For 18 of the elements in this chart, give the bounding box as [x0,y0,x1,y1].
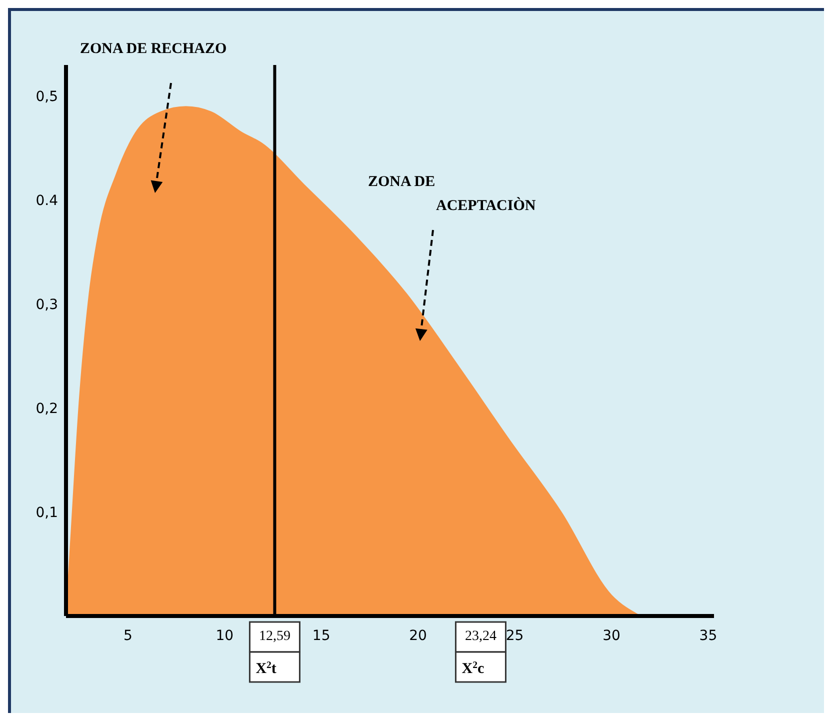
text: X$^{2}$c [462,660,484,677]
x-tick-label: 35 [699,628,718,644]
y-tick-label: 0,1 [36,505,58,522]
y-tick-label: 0.4 [36,193,58,210]
y-tick-label: 0,2 [36,401,58,418]
x-tick-label: 20 [409,628,427,644]
x-tick-label: 30 [602,628,620,644]
x-tick-label: 25 [506,628,524,644]
text: ZONA DE RECHAZO [80,41,227,57]
annotation: ZONA DE ACEPTACIÒN [368,174,536,214]
x-tick-label: 5 [123,628,132,644]
text: X$^{2}$t [256,660,276,677]
y-tick-label: 0,3 [36,297,58,314]
y-tick-label: 0,5 [36,89,58,106]
x-tick-label: 10 [216,628,234,644]
x-tick-label: 23,24 [464,629,496,644]
x-tick-label: 12,59 [258,629,290,644]
x-tick-label: 15 [312,628,330,644]
